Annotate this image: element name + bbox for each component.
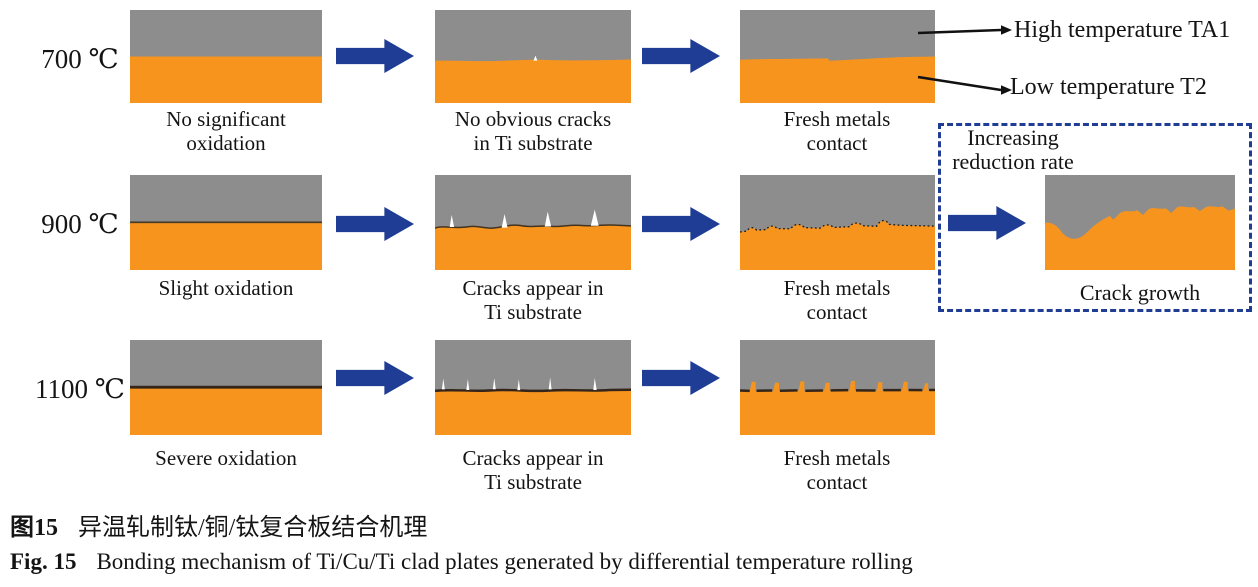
cu-layer bbox=[740, 380, 935, 435]
figure-number-zh: 图15 bbox=[10, 515, 58, 541]
flow-arrow-icon bbox=[642, 361, 720, 395]
reduction-rate-title: Increasing reduction rate bbox=[952, 125, 1074, 174]
panel-caption: Cracks appear in Ti substrate bbox=[462, 446, 604, 494]
cu-layer bbox=[130, 387, 322, 435]
cu-layer bbox=[435, 224, 631, 270]
panel-1100-cracks bbox=[435, 340, 631, 435]
cu-layer bbox=[740, 220, 935, 270]
crack bbox=[548, 377, 552, 390]
panel-900-cracks bbox=[435, 175, 631, 270]
panel-700-cracks bbox=[435, 10, 631, 103]
cu-layer bbox=[740, 56, 935, 103]
flow-arrow-icon bbox=[642, 39, 720, 73]
panel-900-oxidation bbox=[130, 175, 322, 270]
panel-700-oxidation bbox=[130, 10, 322, 103]
figure-caption-en: Fig. 15 Bonding mechanism of Ti/Cu/Ti cla… bbox=[10, 549, 913, 575]
temp-label-900: 900 ℃ bbox=[41, 209, 119, 239]
temp-label-1100: 1100 ℃ bbox=[35, 374, 125, 404]
figure-caption-zh: 图15 异温轧制钛/铜/钛复合板结合机理 bbox=[10, 507, 427, 542]
panel-caption: No obvious cracks in Ti substrate bbox=[454, 107, 612, 155]
crack bbox=[492, 378, 496, 390]
cu-layer bbox=[435, 59, 631, 103]
flow-arrow-icon bbox=[336, 361, 414, 395]
reduction-rate-box bbox=[938, 123, 1252, 312]
arrowhead-icon bbox=[1001, 25, 1012, 35]
panel-caption: Slight oxidation bbox=[158, 276, 294, 300]
oxide-line bbox=[130, 221, 322, 224]
crack bbox=[593, 378, 597, 390]
oxide-line bbox=[435, 224, 631, 229]
crack bbox=[517, 379, 521, 391]
panel-caption: Fresh metals contact bbox=[783, 446, 891, 494]
crack bbox=[544, 211, 552, 227]
cu-layer bbox=[1045, 206, 1235, 270]
figure-title-zh: 异温轧制钛/铜/钛复合板结合机理 bbox=[78, 515, 428, 541]
panel-caption: Fresh metals contact bbox=[783, 276, 891, 324]
panel-1100-oxidation bbox=[130, 340, 322, 435]
temp-label-700: 700 ℃ bbox=[41, 44, 119, 74]
crack bbox=[533, 55, 538, 61]
panel-700-contact bbox=[740, 10, 935, 103]
panel-900-contact bbox=[740, 175, 935, 270]
oxide-line bbox=[435, 388, 631, 393]
figure-number-en: Fig. 15 bbox=[10, 549, 77, 574]
ti-layer bbox=[130, 175, 322, 223]
oxide-line bbox=[130, 385, 322, 389]
figure-title-en: Bonding mechanism of Ti/Cu/Ti clad plate… bbox=[96, 549, 913, 574]
flow-arrow-icon bbox=[336, 39, 414, 73]
panel-1100-contact bbox=[740, 340, 935, 435]
cu-layer bbox=[435, 389, 631, 435]
cu-layer bbox=[130, 222, 322, 270]
panel-caption: Fresh metals contact bbox=[783, 107, 891, 155]
flow-arrow-icon bbox=[642, 207, 720, 241]
legend-low-temp-label: Low temperature T2 bbox=[1010, 74, 1207, 100]
crack bbox=[501, 213, 508, 228]
crack-growth-caption: Crack growth bbox=[1079, 280, 1201, 305]
flow-arrow-icon bbox=[336, 207, 414, 241]
ti-layer bbox=[130, 10, 322, 57]
legend-high-temp-label: High temperature TA1 bbox=[1014, 17, 1231, 43]
panel-caption: Cracks appear in Ti substrate bbox=[462, 276, 604, 324]
crack bbox=[466, 378, 470, 390]
crack bbox=[441, 378, 445, 390]
ti-layer bbox=[130, 340, 322, 388]
crack bbox=[449, 214, 455, 228]
cu-layer bbox=[130, 56, 322, 103]
panel-caption: Severe oxidation bbox=[155, 446, 297, 470]
panel-crack-growth bbox=[1045, 175, 1235, 270]
crack bbox=[590, 209, 599, 226]
broken-oxide-line bbox=[740, 388, 935, 393]
panel-caption: No significant oxidation bbox=[166, 107, 286, 155]
dotted-contact-line bbox=[740, 219, 935, 233]
